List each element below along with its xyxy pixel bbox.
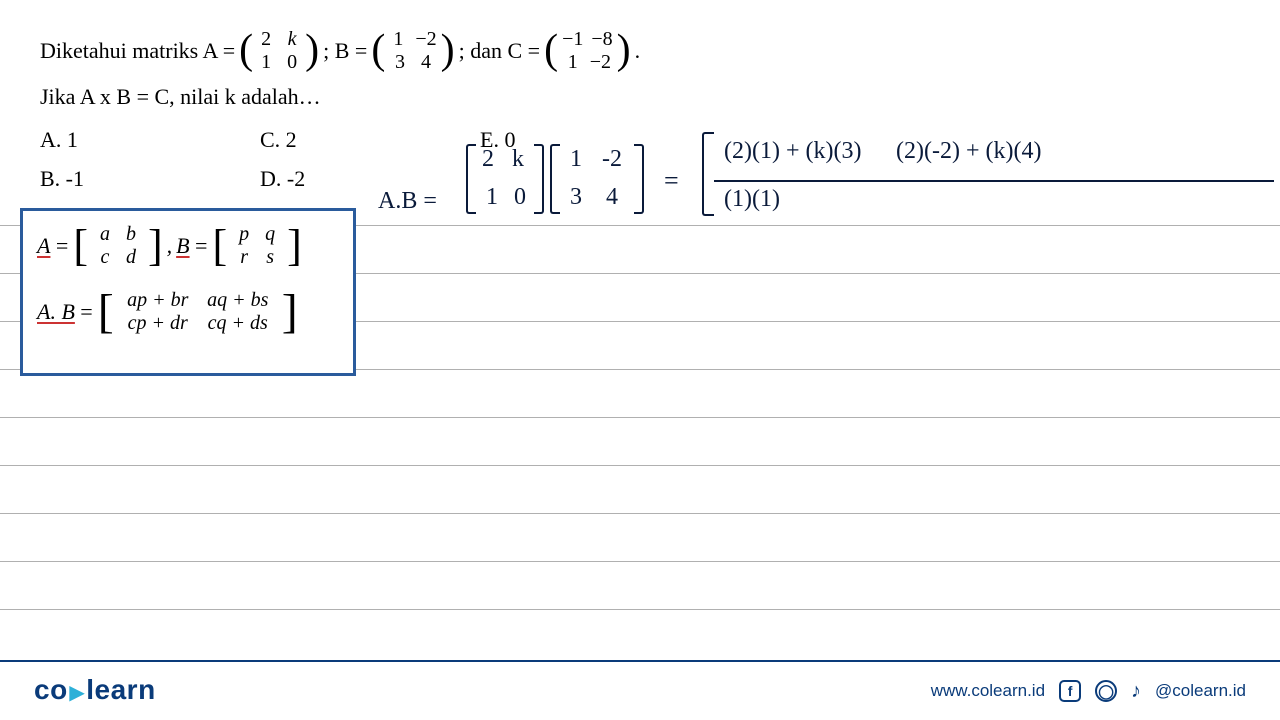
logo: co▸learn [34,674,156,708]
hw-equals: = [664,166,679,196]
question-mid1: ; B = [323,36,367,67]
option-d: D. -2 [260,164,360,195]
footer-right: www.colearn.id f ◯ ♪ @colearn.id [931,680,1246,703]
footer-handle: @colearn.id [1155,681,1246,701]
hw-ab-equals: A.B = [378,188,437,215]
option-b: B. -1 [40,164,140,195]
formula-box: A = [ ab cd ] , B = [ pq rs ] A. B = [ a… [20,208,356,376]
matrix-b: ( 1−2 34 ) [371,28,454,74]
option-c: C. 2 [260,125,360,156]
option-e: E. 0 [480,125,580,156]
instagram-icon: ◯ [1095,680,1117,702]
hw-bracket [534,144,544,214]
hw-bracket [550,144,560,214]
hw-bracket [466,144,476,214]
hw-divider [714,180,1274,182]
formula-line1: A = [ ab cd ] , B = [ pq rs ] [37,223,339,269]
footer: co▸learn www.colearn.id f ◯ ♪ @colearn.i… [0,660,1280,720]
option-a: A. 1 [40,125,140,156]
tiktok-icon: ♪ [1131,680,1141,703]
hw-result-r1c2: (2)(-2) + (k)(4) [896,138,1041,165]
hw-result-r1c1: (2)(1) + (k)(3) [724,138,861,165]
hw-result-r2c1: (1)(1) [724,186,780,213]
question-line2: Jika A x B = C, nilai k adalah… [40,82,1240,113]
footer-url: www.colearn.id [931,681,1045,701]
matrix-a: ( 2k 10 ) [239,28,319,74]
question-line1: Diketahui matriks A = ( 2k 10 ) ; B = ( … [40,28,1240,74]
facebook-icon: f [1059,680,1081,702]
matrix-c: ( −1−8 1−2 ) [544,28,631,74]
question-period: . [635,36,641,67]
hw-bracket [702,132,714,216]
question-mid2: ; dan C = [459,36,540,67]
formula-line2: A. B = [ ap + braq + bs cp + drcq + ds ] [37,289,339,335]
question-prefix: Diketahui matriks A = [40,36,235,67]
hw-bracket [634,144,644,214]
